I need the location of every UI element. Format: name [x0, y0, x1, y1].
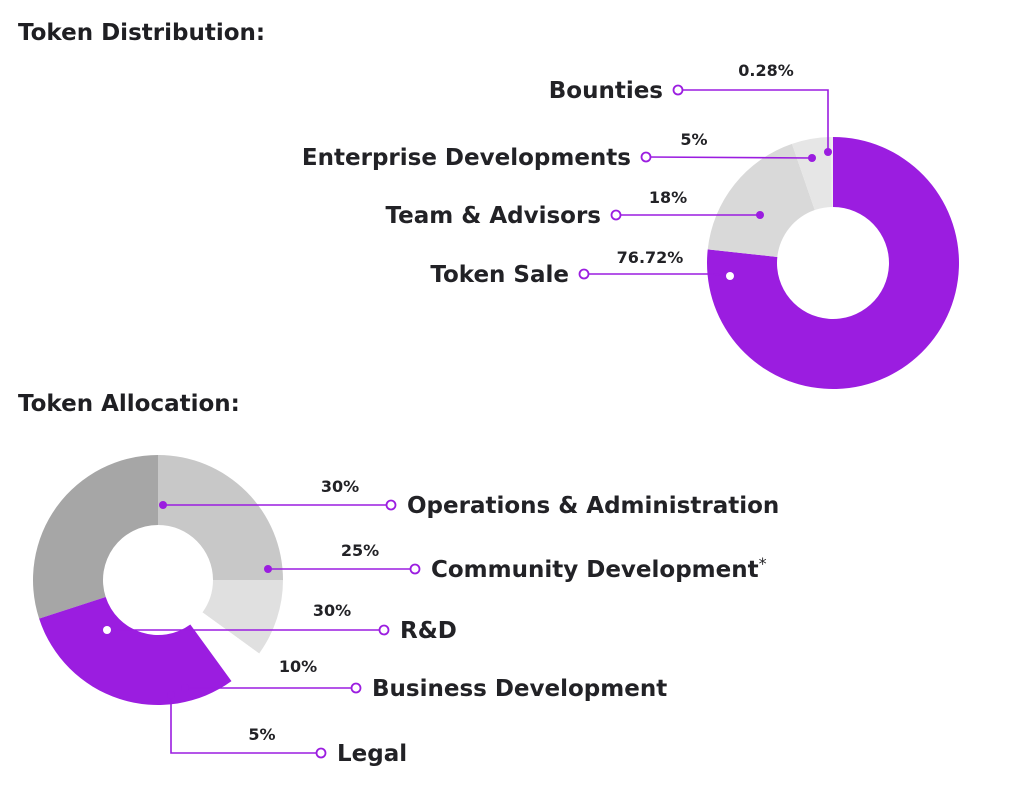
value-label-community-development: 25%: [341, 541, 379, 560]
legend-marker-token-sale: [578, 268, 590, 280]
legend-marker-randd: [378, 624, 390, 636]
anchor-dot-enterprise-developments: [808, 154, 816, 162]
slice-business-development: [202, 580, 283, 654]
leader-line-token-sale: [584, 273, 731, 277]
legend-marker-team-and-advisors: [610, 209, 622, 221]
anchor-dot-legal: [167, 691, 175, 699]
category-label-team-and-advisors: Team & Advisors: [386, 203, 601, 229]
value-label-token-sale: 76.72%: [617, 248, 684, 267]
slice-community-development: [158, 455, 283, 580]
slice-operations-and-administration: [32, 455, 159, 619]
anchor-dot-randd: [103, 626, 111, 634]
token-distribution-donut: Bounties 0.28% Enterprise Developments 5% Te…: [302, 61, 960, 390]
value-label-team-and-advisors: 18%: [649, 188, 687, 207]
footnote-mark: *: [759, 554, 767, 573]
slice-team-and-advisors: [707, 143, 815, 257]
value-label-legal: 5%: [248, 725, 275, 744]
category-label-operations-and-administration: Operations & Administration: [407, 493, 779, 519]
value-label-bounties: 0.28%: [738, 61, 794, 80]
anchor-dot-bounties: [824, 148, 832, 156]
chart-title-token-distribution: Token Distribution:: [18, 20, 265, 46]
category-label-community-development: Community Development*: [431, 554, 767, 583]
anchor-dot-business-development: [181, 684, 189, 692]
category-label-business-development: Business Development: [372, 676, 667, 702]
legend-marker-business-development: [350, 682, 362, 694]
category-label-randd: R&D: [400, 618, 457, 644]
anchor-dot-team-and-advisors: [756, 211, 764, 219]
slice-enterprise-developments: [791, 137, 833, 211]
slice-randd: [39, 596, 232, 706]
category-label-enterprise-developments: Enterprise Developments: [302, 145, 631, 171]
anchor-dot-token-sale: [726, 272, 734, 280]
category-label-token-sale: Token Sale: [430, 262, 569, 288]
legend-marker-legal: [315, 747, 327, 759]
chart-title-token-allocation: Token Allocation:: [18, 391, 240, 417]
value-label-randd: 30%: [313, 601, 351, 620]
value-label-operations-and-administration: 30%: [321, 477, 359, 496]
leader-line-legal: [170, 695, 321, 754]
category-label-bounties: Bounties: [549, 78, 663, 104]
value-label-business-development: 10%: [279, 657, 317, 676]
value-label-enterprise-developments: 5%: [680, 130, 707, 149]
slice-token-sale: [707, 137, 960, 390]
token-allocation-donut: Operations & Administration 30% Community …: [32, 455, 779, 767]
slice-bounties: [830, 137, 833, 208]
legend-marker-bounties: [672, 84, 684, 96]
legend-marker-operations-and-administration: [385, 499, 397, 511]
legend-marker-enterprise-developments: [640, 151, 652, 163]
leader-line-enterprise-developments: [645, 156, 813, 159]
anchor-dot-operations-and-administration: [159, 501, 167, 509]
category-label-legal: Legal: [337, 741, 407, 767]
legend-marker-community-development: [409, 563, 421, 575]
anchor-dot-community-development: [264, 565, 272, 573]
leader-line-bounties: [678, 89, 829, 152]
